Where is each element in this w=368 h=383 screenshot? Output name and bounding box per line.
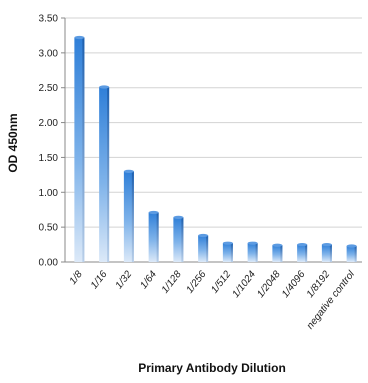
y-axis-title: OD 450nm [6, 113, 20, 172]
gridlines [65, 17, 362, 228]
bar [198, 233, 209, 262]
x-tick-labels: 1/8 1/16 1/32 1/64 1/128 1/256 1/5121/10241/20… [68, 268, 358, 331]
bar-edge [131, 171, 134, 262]
bar-cap [198, 233, 209, 238]
bar-edge [280, 245, 283, 262]
bar-body [272, 245, 283, 262]
x-tick-label: 1/128 [160, 269, 184, 296]
y-tick-label: 3.50 [39, 14, 59, 25]
y-tick-labels: 0.00 0.50 1.00 1.50 2.00 2.50 3.00 3.50 [39, 14, 59, 269]
bar-edge [206, 235, 209, 262]
bar [297, 242, 308, 262]
bar-cap [74, 35, 85, 40]
bar-body [297, 244, 308, 262]
bar-edge [230, 243, 233, 262]
y-tick-label: 0.50 [39, 223, 59, 234]
y-tick-label: 2.50 [39, 83, 59, 94]
bar [272, 243, 283, 262]
bar-edge [181, 217, 184, 262]
x-tick-label: 1/32 [114, 269, 135, 291]
bar [222, 241, 233, 262]
bar-body [123, 171, 134, 262]
bar-edge [354, 245, 357, 262]
x-tick-label: 1/8 [68, 269, 85, 287]
bar-cap [297, 242, 308, 247]
bar-edge [156, 212, 159, 262]
x-tick-label: 1/1024 [230, 269, 258, 300]
bar-body [346, 245, 357, 262]
bar-cap [123, 169, 134, 173]
bar-cap [173, 215, 184, 219]
x-tick-label: 1/2048 [255, 269, 283, 300]
x-tick-label: 1/512 [209, 269, 233, 296]
x-axis-title: Primary Antibody Dilution [138, 361, 286, 375]
bar-body [173, 217, 184, 262]
bar [148, 210, 159, 262]
bar [346, 244, 357, 262]
bar [123, 169, 134, 262]
y-tick-label: 3.00 [39, 48, 59, 59]
x-tick-label: 1/16 [89, 269, 110, 291]
y-tick-label: 1.50 [39, 153, 59, 164]
bar-edge [305, 244, 308, 262]
bar [173, 215, 184, 262]
x-tick-label: 1/256 [184, 269, 208, 296]
bar-cap [99, 85, 110, 89]
bar [99, 85, 110, 262]
bar-cap [247, 241, 258, 245]
bar-cap [222, 241, 233, 245]
y-tick-label: 2.00 [39, 118, 59, 129]
bar [247, 241, 258, 262]
bar-body [74, 37, 85, 262]
bar-edge [329, 244, 332, 262]
y-tick-label: 1.00 [39, 188, 59, 199]
bar-cap [321, 242, 332, 247]
bar-edge [82, 37, 85, 262]
bar-cap [148, 210, 159, 215]
bar-body [99, 87, 110, 262]
bar-edge [255, 243, 258, 262]
bar-edge [107, 87, 110, 262]
axes [61, 17, 362, 263]
bar-body [148, 212, 159, 262]
bars [74, 35, 357, 262]
x-tick-label: 1/64 [138, 269, 159, 291]
bar-body [321, 244, 332, 262]
bar-cap [272, 243, 283, 247]
bar-body [247, 243, 258, 262]
bar-body [222, 243, 233, 262]
bar [321, 242, 332, 262]
y-tick-label: 0.00 [39, 258, 59, 269]
bar-cap [346, 244, 357, 248]
x-tick-label: 1/4096 [280, 269, 308, 300]
bar [74, 35, 85, 262]
bar-body [198, 235, 209, 262]
